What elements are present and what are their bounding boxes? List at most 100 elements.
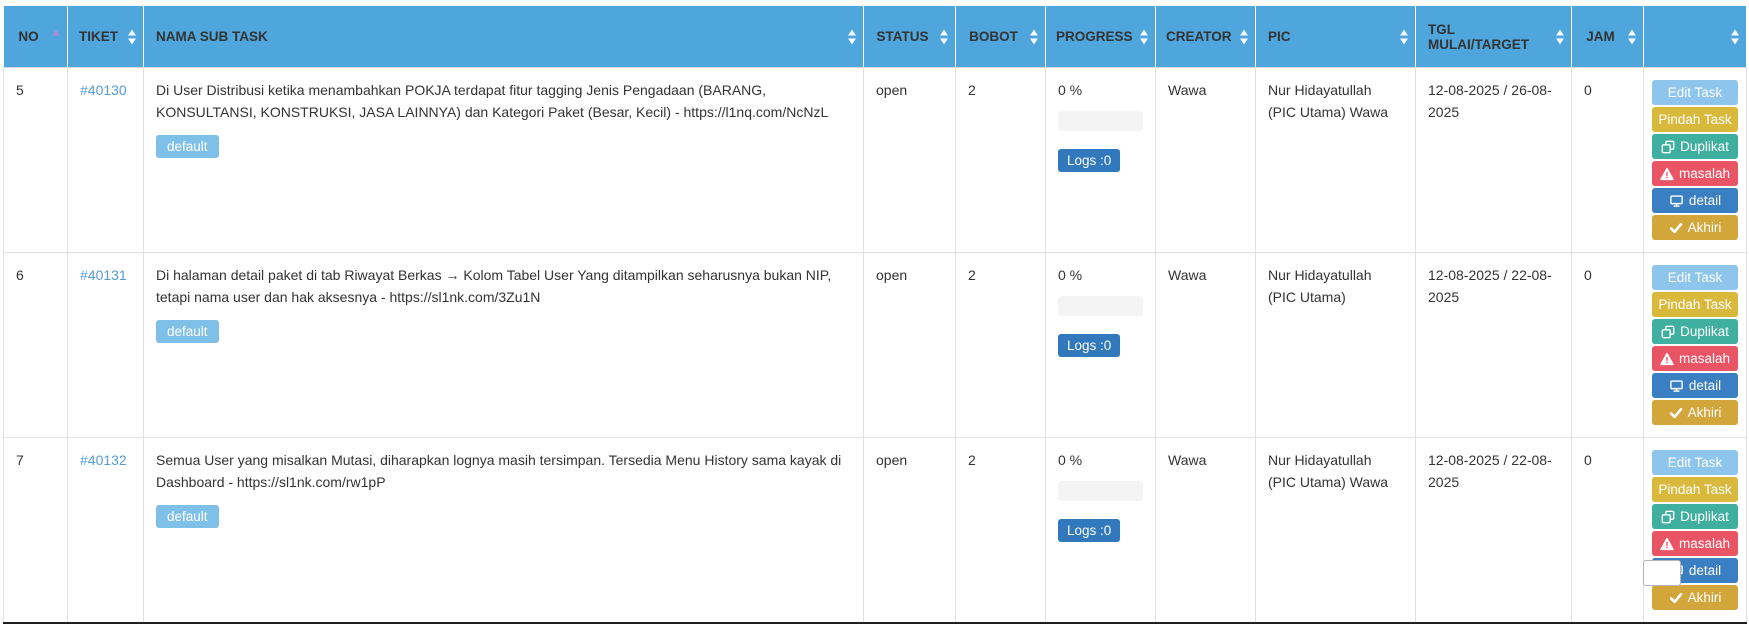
tgl-cell: 12-08-2025 / 22-08-2025 — [1415, 437, 1572, 624]
column-header-creator[interactable]: CREATOR — [1155, 5, 1256, 68]
masalah-label: masalah — [1678, 536, 1731, 551]
check-icon — [1669, 406, 1683, 420]
sort-icon — [848, 29, 856, 44]
jam-cell: 0 — [1571, 437, 1644, 624]
edit-task-button[interactable]: Edit Task — [1652, 450, 1738, 475]
column-header-label: NAMA SUB TASK — [156, 29, 268, 44]
column-header-label: TIKET — [79, 29, 118, 44]
column-header-label: PROGRESS — [1056, 29, 1133, 44]
tgl-cell: 12-08-2025 / 26-08-2025 — [1415, 67, 1572, 253]
duplikat-label: Duplikat — [1680, 509, 1729, 524]
column-header-progress[interactable]: PROGRESS — [1045, 5, 1156, 68]
akhiri-label: Akhiri — [1687, 590, 1722, 605]
actions-cell: Edit Task Pindah Task Duplikat masalah d… — [1643, 252, 1747, 438]
task-description: Di halaman detail paket di tab Riwayat B… — [156, 267, 832, 305]
pindah-task-button[interactable]: Pindah Task — [1652, 292, 1738, 317]
tgl-cell: 12-08-2025 / 22-08-2025 — [1415, 252, 1572, 438]
masalah-button[interactable]: masalah — [1652, 161, 1738, 186]
tiket-link[interactable]: #40132 — [80, 452, 127, 468]
akhiri-button[interactable]: Akhiri — [1652, 215, 1738, 240]
sort-icon — [52, 29, 60, 44]
masalah-button[interactable]: masalah — [1652, 531, 1738, 556]
sort-icon — [1556, 29, 1564, 44]
table-header-row: NO TIKET NAMA SUB TASK STATUS BOBOT PROG… — [3, 5, 1747, 68]
creator-cell: Wawa — [1155, 67, 1256, 253]
detail-button[interactable]: detail — [1652, 373, 1738, 398]
logs-button[interactable]: Logs :0 — [1058, 149, 1121, 172]
creator-cell: Wawa — [1155, 437, 1256, 624]
akhiri-label: Akhiri — [1687, 220, 1722, 235]
task-cell: Di User Distribusi ketika menambahkan PO… — [143, 67, 864, 253]
copy-icon — [1661, 140, 1675, 154]
sort-icon — [1140, 29, 1148, 44]
column-header-tiket[interactable]: TIKET — [67, 5, 144, 68]
duplikat-button[interactable]: Duplikat — [1652, 504, 1738, 529]
column-header-label: JAM — [1586, 29, 1615, 44]
detail-button[interactable]: detail — [1652, 188, 1738, 213]
jam-cell: 0 — [1571, 252, 1644, 438]
column-header-status[interactable]: STATUS — [863, 5, 956, 68]
akhiri-button[interactable]: Akhiri — [1652, 400, 1738, 425]
creator-cell: Wawa — [1155, 252, 1256, 438]
tiket-cell: #40132 — [67, 437, 144, 624]
actions-cell: Edit Task Pindah Task Duplikat masalah d… — [1643, 437, 1747, 624]
sort-icon — [940, 29, 948, 44]
pagination-stub[interactable] — [1643, 560, 1681, 586]
column-header-tgl-mulai-target[interactable]: TGL MULAI/TARGET — [1415, 5, 1572, 68]
check-icon — [1669, 591, 1683, 605]
progress-bar — [1058, 111, 1143, 131]
task-description: Di User Distribusi ketika menambahkan PO… — [156, 82, 829, 120]
pindah-task-button[interactable]: Pindah Task — [1652, 477, 1738, 502]
column-header-pic[interactable]: PIC — [1255, 5, 1416, 68]
column-header-jam[interactable]: JAM — [1571, 5, 1644, 68]
detail-label: detail — [1688, 563, 1722, 578]
sort-icon — [128, 29, 136, 44]
column-header-bobot[interactable]: BOBOT — [955, 5, 1046, 68]
detail-label: detail — [1688, 378, 1722, 393]
check-icon — [1669, 221, 1683, 235]
column-header-label: BOBOT — [969, 29, 1018, 44]
monitor-icon — [1669, 194, 1684, 208]
logs-button[interactable]: Logs :0 — [1058, 519, 1121, 542]
progress-percent: 0 % — [1058, 267, 1083, 283]
status-cell: open — [863, 437, 956, 624]
copy-icon — [1661, 325, 1675, 339]
edit-task-button[interactable]: Edit Task — [1652, 80, 1738, 105]
duplikat-label: Duplikat — [1680, 139, 1729, 154]
duplikat-label: Duplikat — [1680, 324, 1729, 339]
column-header-nama-sub-task[interactable]: NAMA SUB TASK — [143, 5, 864, 68]
duplikat-button[interactable]: Duplikat — [1652, 134, 1738, 159]
status-cell: open — [863, 252, 956, 438]
bobot-cell: 2 — [955, 437, 1046, 624]
no-cell: 5 — [3, 67, 68, 253]
column-header-label: CREATOR — [1166, 29, 1232, 44]
no-cell: 7 — [3, 437, 68, 624]
progress-cell: 0 % Logs :0 — [1045, 437, 1156, 624]
jam-cell: 0 — [1571, 67, 1644, 253]
akhiri-button[interactable]: Akhiri — [1652, 585, 1738, 610]
status-cell: open — [863, 67, 956, 253]
sort-icon — [1628, 29, 1636, 44]
sort-icon — [1030, 29, 1038, 44]
progress-cell: 0 % Logs :0 — [1045, 252, 1156, 438]
progress-bar — [1058, 296, 1143, 316]
task-cell: Semua User yang misalkan Mutasi, diharap… — [143, 437, 864, 624]
bobot-cell: 2 — [955, 252, 1046, 438]
edit-task-button[interactable]: Edit Task — [1652, 265, 1738, 290]
tiket-link[interactable]: #40130 — [80, 82, 127, 98]
task-cell: Di halaman detail paket di tab Riwayat B… — [143, 252, 864, 438]
duplikat-button[interactable]: Duplikat — [1652, 319, 1738, 344]
column-header-no[interactable]: NO — [3, 5, 68, 68]
masalah-button[interactable]: masalah — [1652, 346, 1738, 371]
sort-icon — [1731, 29, 1739, 44]
detail-label: detail — [1688, 193, 1722, 208]
tiket-link[interactable]: #40131 — [80, 267, 127, 283]
logs-button[interactable]: Logs :0 — [1058, 334, 1121, 357]
column-header-actions[interactable] — [1643, 5, 1747, 68]
pindah-task-button[interactable]: Pindah Task — [1652, 107, 1738, 132]
warning-triangle-icon — [1660, 352, 1674, 366]
default-tag-badge: default — [156, 135, 219, 158]
tiket-cell: #40130 — [67, 67, 144, 253]
copy-icon — [1661, 510, 1675, 524]
column-header-label: STATUS — [876, 29, 929, 44]
